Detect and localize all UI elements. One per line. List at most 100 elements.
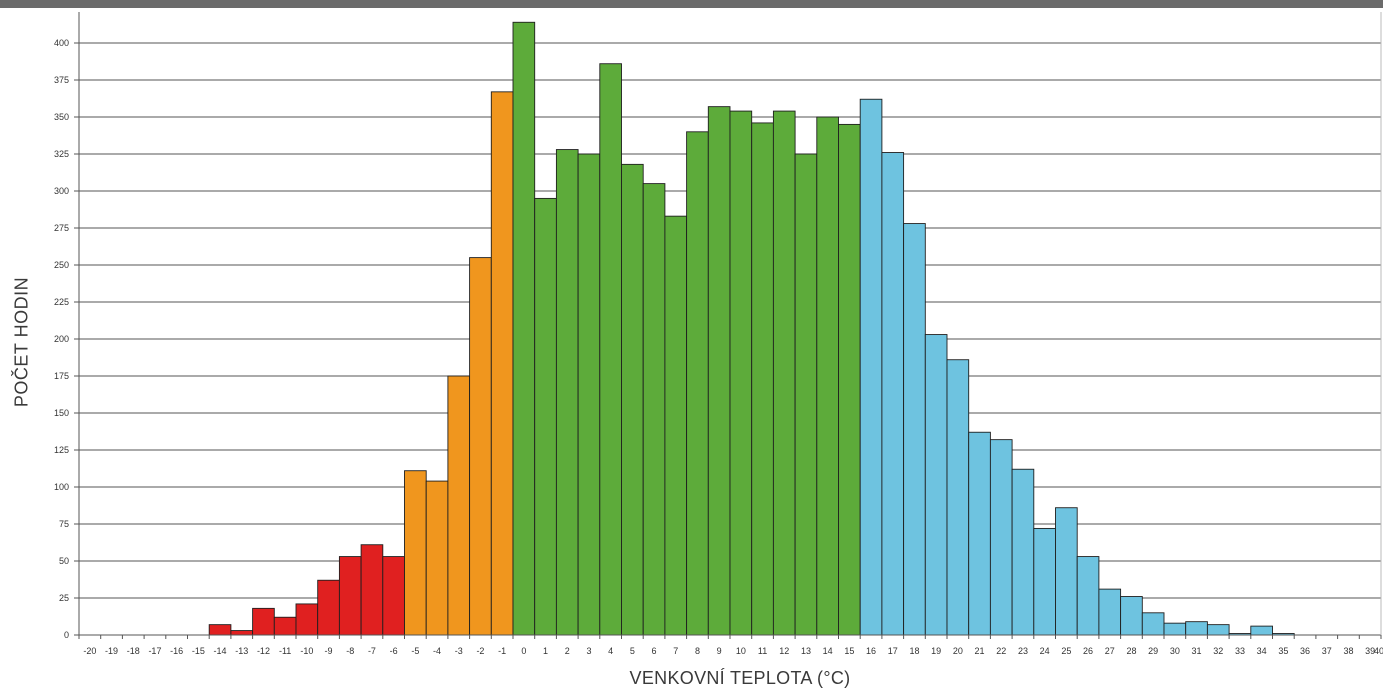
x-tick-label: -17 [148, 646, 161, 656]
x-tick-label: 25 [1061, 646, 1071, 656]
x-tick-label: -2 [476, 646, 484, 656]
x-tick-label: 37 [1322, 646, 1332, 656]
x-tick-label: 23 [1018, 646, 1028, 656]
x-tick-label: 8 [695, 646, 700, 656]
x-tick-label: -18 [127, 646, 140, 656]
bar [946, 359, 970, 636]
x-tick-label: -5 [411, 646, 419, 656]
x-tick-label: -3 [455, 646, 463, 656]
bars [208, 21, 1295, 636]
x-tick-label: 20 [953, 646, 963, 656]
bar [425, 480, 449, 636]
bar [751, 122, 774, 636]
x-tick-label: 27 [1105, 646, 1115, 656]
x-tick-label: 3 [586, 646, 591, 656]
bar [490, 91, 514, 636]
x-tick-label: 21 [975, 646, 985, 656]
x-tick-label: 39 [1365, 646, 1375, 656]
x-tick-label: 33 [1235, 646, 1245, 656]
bar [881, 152, 905, 636]
x-tick-label: 16 [866, 646, 876, 656]
x-tick-label: 31 [1192, 646, 1202, 656]
y-tick-label: 275 [54, 223, 69, 233]
bar [1185, 621, 1208, 636]
x-tick-label: 30 [1170, 646, 1180, 656]
y-tick-label: 200 [54, 334, 69, 344]
y-tick-label: 350 [54, 112, 69, 122]
y-tick-label: 0 [64, 630, 69, 640]
x-tick-label: -13 [235, 646, 248, 656]
x-tick-label: 0 [521, 646, 526, 656]
x-tick-label: -15 [192, 646, 205, 656]
y-tick-label: 150 [54, 408, 69, 418]
y-tick-label: 225 [54, 297, 69, 307]
x-tick-label: -9 [325, 646, 333, 656]
bar [295, 603, 319, 636]
y-tick-label: 25 [59, 593, 69, 603]
bar [469, 257, 492, 636]
bar [924, 334, 948, 636]
bar [1076, 556, 1100, 636]
x-tick-label: -4 [433, 646, 441, 656]
y-tick-labels: 0 25 50 75 100 125 150 175 200 225 250 275 300 325 350… [54, 38, 69, 640]
y-tick-label: 175 [54, 371, 69, 381]
bar [534, 197, 557, 636]
bar [360, 544, 384, 636]
x-tick-label: 32 [1213, 646, 1223, 656]
x-tick-label: -20 [83, 646, 96, 656]
x-tick-label: 38 [1343, 646, 1353, 656]
y-tick-label: 125 [54, 445, 69, 455]
x-tick-label: 2 [565, 646, 570, 656]
bar [1141, 612, 1165, 636]
x-tick-label: 15 [844, 646, 854, 656]
x-tick-label: 24 [1040, 646, 1050, 656]
bar [729, 110, 753, 636]
bar [903, 223, 926, 636]
axes [78, 12, 1382, 639]
y-tick-label: 50 [59, 556, 69, 566]
x-tick-label: -10 [300, 646, 313, 656]
x-tick-label: -16 [170, 646, 183, 656]
bar [1206, 624, 1230, 636]
bar [816, 116, 839, 636]
bar [404, 470, 427, 636]
bar [317, 579, 340, 636]
x-tick-label: 6 [652, 646, 657, 656]
bar [664, 215, 688, 636]
y-tick-label: 400 [54, 38, 69, 48]
bar [1120, 596, 1143, 636]
bar [642, 183, 666, 636]
bar [968, 431, 991, 636]
x-tick-label: 18 [909, 646, 919, 656]
bar [707, 106, 731, 636]
bar [1098, 588, 1122, 636]
bar [1163, 622, 1187, 636]
x-tick-label: 1 [543, 646, 548, 656]
top-border-strip [0, 0, 1383, 8]
bar [447, 375, 471, 636]
x-tick-label: -12 [257, 646, 270, 656]
bar [1250, 625, 1273, 636]
y-tick-label: 100 [54, 482, 69, 492]
x-tick-label: 12 [779, 646, 789, 656]
x-tick-label: 9 [717, 646, 722, 656]
y-tick-label: 75 [59, 519, 69, 529]
x-axis-title: VENKOVNÍ TEPLOTA (°C) [629, 668, 851, 688]
x-tick-label: 4 [608, 646, 613, 656]
x-tick-label: 17 [888, 646, 898, 656]
x-tick-label: 34 [1257, 646, 1267, 656]
bar [621, 163, 644, 636]
x-tick-labels: -20 -19 -18 -17 -16 -15 -14 -13 -12 -11 -10 -9 -8 -7-… [83, 646, 1383, 656]
x-tick-label: 11 [758, 646, 767, 656]
bar [1055, 507, 1078, 636]
bar [382, 556, 405, 636]
bar [772, 110, 796, 636]
bar [555, 149, 579, 636]
y-axis-title: POČET HODIN [11, 276, 32, 408]
x-tick-label: 5 [630, 646, 635, 656]
bar [252, 607, 275, 636]
x-tick-label: 22 [996, 646, 1006, 656]
y-tick-label: 375 [54, 75, 69, 85]
x-tick-label: 35 [1278, 646, 1288, 656]
